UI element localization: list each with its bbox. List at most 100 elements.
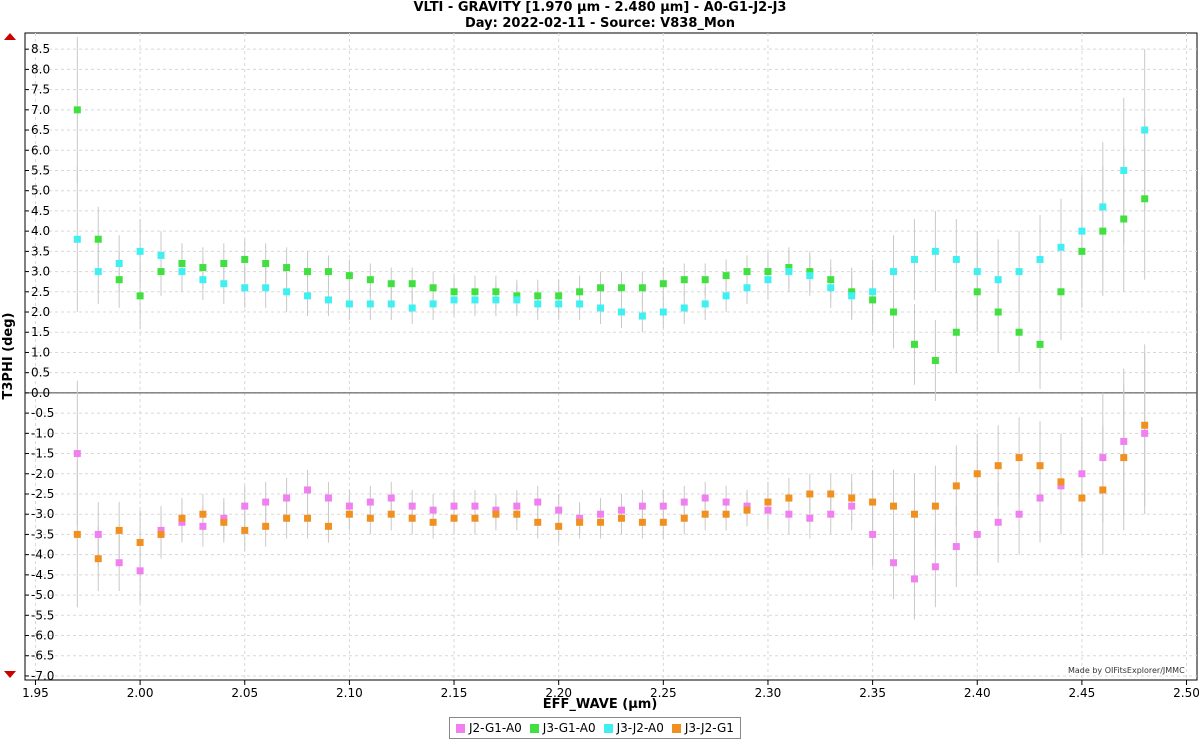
data-point-j3-g1-a0[interactable] [408, 280, 416, 288]
data-point-j3-g1-a0[interactable] [743, 268, 751, 276]
data-point-j3-j2-a0[interactable] [115, 259, 123, 267]
data-point-j3-g1-a0[interactable] [555, 292, 563, 300]
data-point-j3-j2-a0[interactable] [680, 304, 688, 312]
data-point-j2-g1-a0[interactable] [1057, 482, 1065, 490]
data-point-j3-g1-a0[interactable] [1141, 195, 1149, 203]
data-point-j3-j2-g1[interactable] [890, 502, 898, 510]
data-point-j2-g1-a0[interactable] [73, 450, 81, 458]
data-point-j3-g1-a0[interactable] [638, 284, 646, 292]
data-point-j3-g1-a0[interactable] [471, 288, 479, 296]
data-point-j3-j2-a0[interactable] [555, 300, 563, 308]
data-point-j3-j2-g1[interactable] [1141, 421, 1149, 429]
data-point-j2-g1-a0[interactable] [513, 502, 521, 510]
data-point-j3-j2-a0[interactable] [220, 280, 228, 288]
data-point-j3-j2-a0[interactable] [910, 255, 918, 263]
data-point-j3-j2-a0[interactable] [157, 251, 165, 259]
data-point-j3-j2-g1[interactable] [1057, 478, 1065, 486]
data-point-j3-g1-a0[interactable] [157, 268, 165, 276]
data-point-j2-g1-a0[interactable] [869, 530, 877, 538]
data-point-j3-j2-a0[interactable] [199, 276, 207, 284]
data-point-j3-j2-g1[interactable] [680, 514, 688, 522]
data-point-j3-j2-a0[interactable] [241, 284, 249, 292]
data-point-j3-j2-a0[interactable] [387, 300, 395, 308]
data-point-j2-g1-a0[interactable] [115, 559, 123, 567]
data-point-j3-j2-g1[interactable] [387, 510, 395, 518]
data-point-j3-j2-g1[interactable] [304, 514, 312, 522]
data-point-j3-j2-a0[interactable] [408, 304, 416, 312]
data-point-j3-j2-g1[interactable] [178, 514, 186, 522]
data-point-j2-g1-a0[interactable] [262, 498, 270, 506]
data-point-j3-j2-g1[interactable] [366, 514, 374, 522]
data-point-j3-j2-g1[interactable] [659, 518, 667, 526]
scroll-up-arrow[interactable] [4, 33, 16, 40]
data-point-j2-g1-a0[interactable] [94, 530, 102, 538]
data-point-j3-g1-a0[interactable] [869, 296, 877, 304]
data-point-j3-g1-a0[interactable] [659, 280, 667, 288]
data-point-j3-j2-a0[interactable] [471, 296, 479, 304]
data-point-j3-j2-a0[interactable] [94, 268, 102, 276]
data-point-j2-g1-a0[interactable] [387, 494, 395, 502]
data-point-j3-g1-a0[interactable] [597, 284, 605, 292]
data-point-j2-g1-a0[interactable] [324, 494, 332, 502]
data-point-j3-j2-a0[interactable] [659, 308, 667, 316]
data-point-j3-j2-g1[interactable] [262, 522, 270, 530]
data-point-j3-g1-a0[interactable] [785, 264, 793, 272]
data-point-j3-j2-a0[interactable] [178, 268, 186, 276]
data-point-j2-g1-a0[interactable] [199, 522, 207, 530]
data-point-j3-j2-a0[interactable] [429, 300, 437, 308]
data-point-j2-g1-a0[interactable] [408, 502, 416, 510]
data-point-j3-j2-g1[interactable] [513, 510, 521, 518]
data-point-j2-g1-a0[interactable] [597, 510, 605, 518]
data-point-j3-j2-a0[interactable] [806, 272, 814, 280]
scroll-down-arrow[interactable] [4, 671, 16, 678]
data-point-j2-g1-a0[interactable] [827, 510, 835, 518]
data-point-j3-j2-a0[interactable] [638, 312, 646, 320]
data-point-j3-g1-a0[interactable] [387, 280, 395, 288]
data-point-j3-j2-a0[interactable] [1078, 227, 1086, 235]
data-point-j2-g1-a0[interactable] [806, 514, 814, 522]
data-point-j2-g1-a0[interactable] [283, 494, 291, 502]
data-point-j2-g1-a0[interactable] [659, 502, 667, 510]
data-point-j3-g1-a0[interactable] [178, 259, 186, 267]
data-point-j3-j2-g1[interactable] [722, 510, 730, 518]
data-point-j3-j2-a0[interactable] [1120, 166, 1128, 174]
data-point-j3-j2-g1[interactable] [973, 470, 981, 478]
data-point-j3-j2-a0[interactable] [450, 296, 458, 304]
data-point-j3-j2-a0[interactable] [827, 284, 835, 292]
data-point-j3-j2-a0[interactable] [576, 300, 584, 308]
data-point-j3-j2-g1[interactable] [827, 490, 835, 498]
data-point-j2-g1-a0[interactable] [178, 518, 186, 526]
data-point-j3-g1-a0[interactable] [115, 276, 123, 284]
data-point-j3-g1-a0[interactable] [492, 288, 500, 296]
data-point-j3-g1-a0[interactable] [890, 308, 898, 316]
data-point-j3-j2-g1[interactable] [764, 498, 772, 506]
data-point-j2-g1-a0[interactable] [617, 506, 625, 514]
data-point-j3-j2-g1[interactable] [869, 498, 877, 506]
data-point-j3-j2-a0[interactable] [1057, 243, 1065, 251]
data-point-j3-j2-g1[interactable] [94, 555, 102, 563]
data-point-j3-j2-g1[interactable] [1036, 462, 1044, 470]
data-point-j3-g1-a0[interactable] [199, 264, 207, 272]
data-point-j3-g1-a0[interactable] [1057, 288, 1065, 296]
data-point-j3-j2-g1[interactable] [1015, 454, 1023, 462]
data-point-j3-j2-g1[interactable] [576, 518, 584, 526]
data-point-j3-g1-a0[interactable] [429, 284, 437, 292]
data-point-j3-j2-a0[interactable] [283, 288, 291, 296]
data-point-j3-g1-a0[interactable] [324, 268, 332, 276]
data-point-j3-g1-a0[interactable] [910, 340, 918, 348]
data-point-j3-g1-a0[interactable] [304, 268, 312, 276]
data-point-j3-j2-g1[interactable] [429, 518, 437, 526]
data-point-j3-j2-g1[interactable] [157, 530, 165, 538]
data-point-j3-j2-g1[interactable] [241, 526, 249, 534]
data-point-j3-g1-a0[interactable] [534, 292, 542, 300]
data-point-j3-j2-a0[interactable] [345, 300, 353, 308]
data-point-j3-j2-a0[interactable] [492, 296, 500, 304]
data-point-j3-j2-a0[interactable] [764, 276, 772, 284]
data-point-j3-j2-a0[interactable] [513, 296, 521, 304]
data-point-j3-g1-a0[interactable] [994, 308, 1002, 316]
data-point-j3-j2-a0[interactable] [1141, 126, 1149, 134]
data-point-j3-g1-a0[interactable] [513, 292, 521, 300]
data-point-j3-j2-g1[interactable] [408, 514, 416, 522]
data-point-j3-g1-a0[interactable] [931, 357, 939, 365]
data-point-j3-j2-g1[interactable] [1099, 486, 1107, 494]
